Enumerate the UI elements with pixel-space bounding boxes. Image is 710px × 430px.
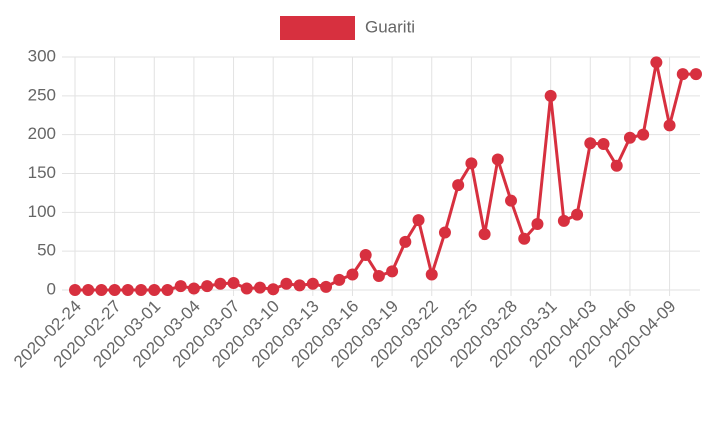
point [121, 284, 134, 296]
point [584, 137, 597, 150]
point [412, 214, 425, 227]
point [320, 280, 333, 293]
y-tick-label: 200 [28, 124, 56, 143]
point [571, 208, 584, 221]
point [650, 56, 663, 69]
point [438, 226, 451, 239]
point [676, 68, 689, 81]
point [346, 268, 359, 281]
point [69, 284, 81, 296]
point [214, 277, 227, 290]
point [187, 282, 200, 295]
legend-swatch [280, 16, 355, 40]
point [293, 279, 306, 292]
point [227, 277, 240, 290]
legend-label: Guariti [365, 17, 415, 36]
point [491, 153, 504, 166]
point [505, 194, 518, 207]
point [280, 277, 293, 290]
point [465, 157, 478, 170]
y-tick-label: 300 [28, 46, 56, 65]
point [531, 217, 544, 230]
point [690, 68, 702, 81]
point [610, 159, 623, 172]
point [267, 283, 280, 296]
y-tick-label: 150 [28, 163, 56, 182]
y-tick-label: 250 [28, 85, 56, 104]
point [240, 282, 253, 295]
point [478, 228, 491, 241]
point [544, 89, 557, 102]
point [623, 131, 636, 144]
point [333, 273, 346, 286]
point [253, 281, 266, 294]
line [75, 62, 696, 292]
point [148, 284, 161, 296]
point [82, 284, 95, 296]
point [518, 232, 531, 245]
point [108, 284, 121, 296]
point [425, 268, 438, 281]
y-tick-label: 0 [47, 279, 56, 298]
y-tick-label: 100 [28, 202, 56, 221]
point [663, 119, 676, 132]
point [95, 284, 108, 296]
point [306, 277, 319, 290]
point [637, 128, 650, 141]
point [399, 235, 412, 248]
point [161, 284, 174, 296]
point [359, 249, 372, 262]
y-tick-label: 50 [37, 241, 56, 260]
point [201, 280, 214, 293]
point [452, 179, 465, 192]
point [557, 214, 570, 227]
point [174, 280, 187, 293]
point [372, 270, 385, 283]
point [386, 265, 399, 278]
point [597, 137, 610, 150]
point [135, 284, 148, 296]
